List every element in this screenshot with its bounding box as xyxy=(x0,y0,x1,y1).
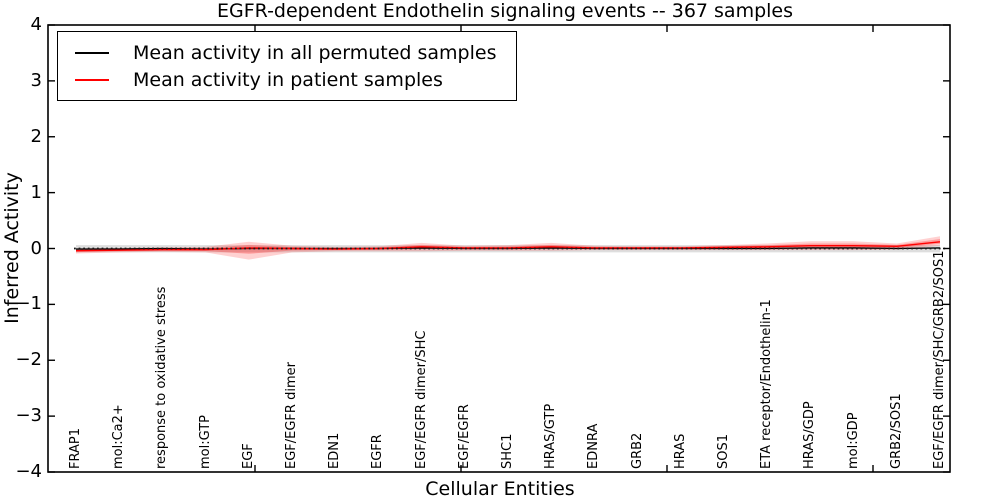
x-tick-label: SOS1 xyxy=(716,433,731,469)
x-tick-label: mol:GTP xyxy=(197,415,213,469)
permuted-line-swatch xyxy=(75,51,109,54)
y-tick-label: 1 xyxy=(30,181,42,203)
x-tick-label: HRAS/GDP xyxy=(802,401,818,469)
y-tick-label: −2 xyxy=(15,349,42,371)
x-tick-label: EDN1 xyxy=(327,432,343,469)
x-tick-label: EGF xyxy=(240,443,256,469)
x-tick-label: FRAP1 xyxy=(68,428,83,469)
x-tick-label: GRB2 xyxy=(629,432,645,469)
y-tick-label: −1 xyxy=(15,293,42,315)
y-tick-label: −4 xyxy=(15,461,42,482)
x-tick-label: EDNRA xyxy=(586,423,602,469)
x-tick-label: HRAS/GTP xyxy=(543,403,559,469)
y-tick-label: 0 xyxy=(30,237,42,259)
legend-label: Mean activity in all permuted samples xyxy=(133,41,497,64)
x-tick-label: EGFR xyxy=(370,434,386,469)
y-tick-label: 4 xyxy=(30,14,42,35)
x-tick-label: mol:GDP xyxy=(845,412,861,469)
patient-line-swatch xyxy=(75,78,109,81)
y-tick-label: 3 xyxy=(30,69,42,91)
patient-band-inner xyxy=(76,239,940,254)
x-tick-label: EGF/EGFR xyxy=(456,404,472,469)
x-tick-label: mol:Ca2+ xyxy=(111,404,127,469)
y-tick-label: 2 xyxy=(30,125,42,147)
legend: Mean activity in all permuted samples Me… xyxy=(57,31,517,101)
chart-title: EGFR-dependent Endothelin signaling even… xyxy=(216,0,794,22)
y-tick-label: −3 xyxy=(15,405,42,427)
x-tick-label: HRAS xyxy=(672,433,688,469)
x-tick-label: response to oxidative stress xyxy=(154,286,170,469)
legend-entry-permuted: Mean activity in all permuted samples xyxy=(58,39,516,66)
x-tick-label: GRB2/SOS1 xyxy=(888,393,904,469)
x-axis-label: Cellular Entities xyxy=(425,478,575,500)
x-tick-label: SHC1 xyxy=(500,433,515,469)
legend-entry-patient: Mean activity in patient samples xyxy=(58,66,516,93)
x-tick-label: EGF/EGFR dimer/SHC/GRB2/SOS1 xyxy=(932,250,947,470)
legend-label: Mean activity in patient samples xyxy=(133,68,443,91)
x-tick-label: ETA receptor/Endothelin-1 xyxy=(759,299,775,469)
x-tick-label: EGF/EGFR dimer/SHC xyxy=(413,330,429,469)
x-tick-label: EGF/EGFR dimer xyxy=(284,362,299,469)
